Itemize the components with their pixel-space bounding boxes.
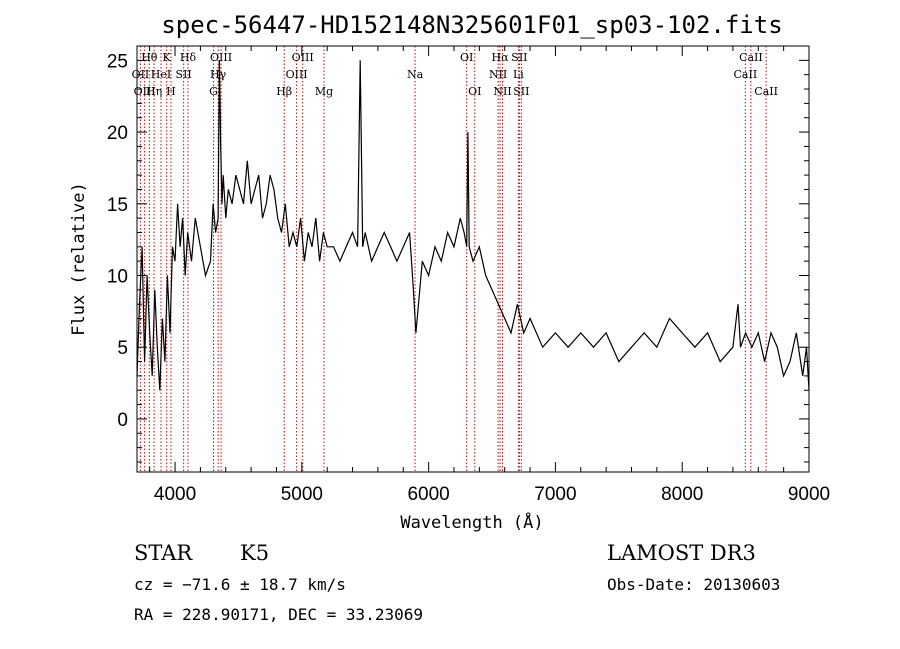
y-tick-label: 15 <box>107 195 128 216</box>
line-marker-label: Na <box>407 68 424 81</box>
line-marker-label: OIII <box>210 51 232 64</box>
observation-date: Obs-Date: 20130603 <box>607 575 780 594</box>
y-tick-label: 10 <box>107 266 128 287</box>
line-marker-label: K <box>163 51 172 64</box>
x-axis-label: Wavelength (Å) <box>400 511 543 533</box>
chart-title: spec-56447-HD152148N325601F01_sp03-102.f… <box>161 11 782 39</box>
x-tick-label: 6000 <box>407 484 449 505</box>
line-marker-label: SII <box>176 68 192 81</box>
line-marker-label: Hα <box>491 51 509 64</box>
line-marker-label: Hη <box>146 85 162 98</box>
line-marker-label: OIII <box>134 85 156 98</box>
x-axis-ticks: 4000 5000 6000 7000 8000 9000 <box>149 46 830 505</box>
redshift-velocity: cz = −71.6 ± 18.7 km/s <box>134 575 346 594</box>
line-marker-label: G <box>209 85 218 98</box>
line-marker-label: Hβ <box>276 85 292 98</box>
plot-frame <box>136 45 810 473</box>
line-marker-label: OIII <box>292 51 314 64</box>
line-marker-label: Hγ <box>210 68 227 81</box>
line-marker-label: HeI <box>151 68 171 81</box>
line-marker-label: NII <box>489 68 507 81</box>
line-marker-label: Hδ <box>180 51 197 64</box>
line-marker-label: SII <box>513 85 529 98</box>
x-tick-label: 4000 <box>154 484 196 505</box>
line-marker-label: OIII <box>286 68 308 81</box>
line-marker-label: CaII <box>734 68 758 81</box>
y-tick-label: 5 <box>117 338 128 359</box>
line-marker-label: CaII <box>754 85 778 98</box>
survey-name: LAMOST DR3 <box>607 541 756 565</box>
x-tick-label: 5000 <box>281 484 323 505</box>
line-marker-label: Hθ <box>141 51 158 64</box>
y-tick-label: 0 <box>117 410 128 431</box>
spectral-subclass: K5 <box>240 541 269 565</box>
y-axis-ticks: 0 5 10 15 20 25 <box>107 51 809 463</box>
x-tick-label: 9000 <box>788 484 830 505</box>
line-marker-label: Mg <box>315 85 333 98</box>
line-marker-label: NII <box>493 85 511 98</box>
line-marker-label: CaII <box>739 51 763 64</box>
y-tick-label: 20 <box>107 123 128 144</box>
x-tick-label: 8000 <box>661 484 703 505</box>
object-class: STAR <box>134 541 193 565</box>
line-marker-label: OI <box>468 85 481 98</box>
line-marker-label: OI <box>460 51 473 64</box>
spectrum-line <box>136 60 810 391</box>
line-marker-label: SII <box>511 51 527 64</box>
y-axis-label: Flux (relative) <box>69 182 89 336</box>
line-marker-label: Li <box>513 68 524 81</box>
line-marker-label: H <box>166 85 176 98</box>
emission-line-markers <box>139 46 767 472</box>
x-tick-label: 7000 <box>534 484 576 505</box>
coordinates: RA = 228.90171, DEC = 33.23069 <box>134 605 423 624</box>
y-tick-label: 25 <box>107 51 128 72</box>
